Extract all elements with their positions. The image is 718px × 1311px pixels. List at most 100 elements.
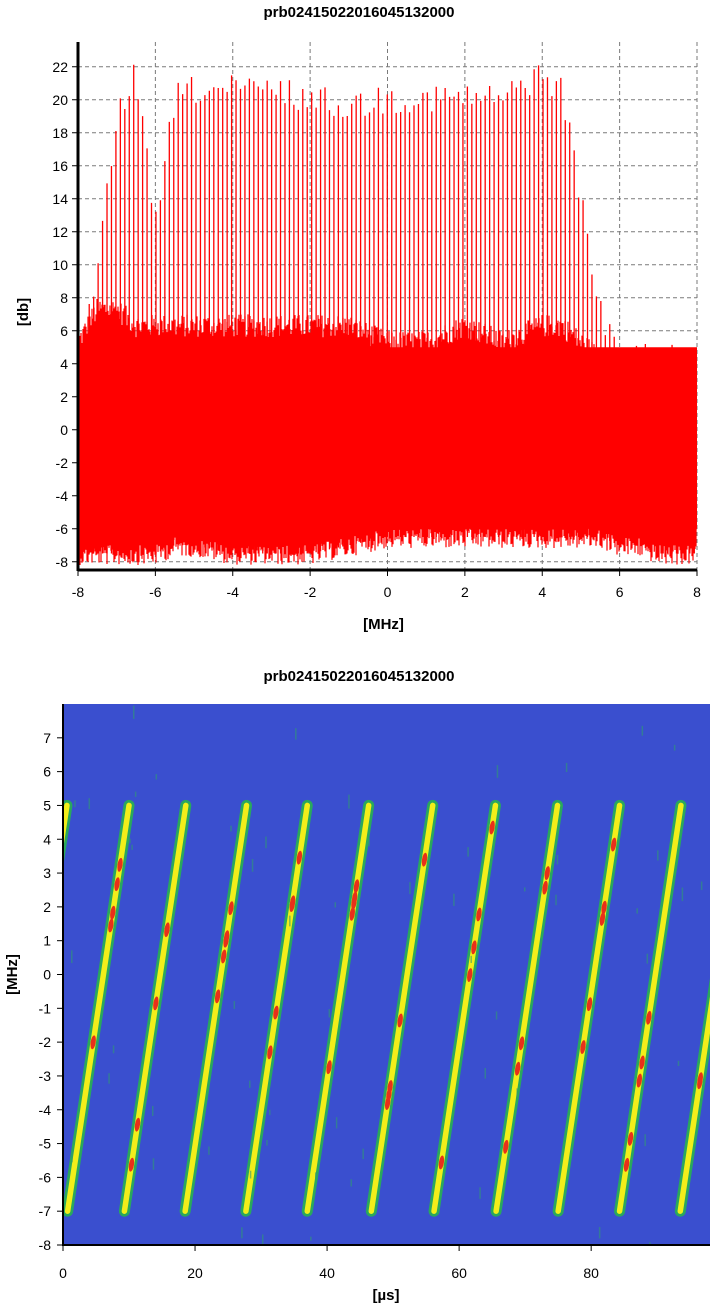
x-tick-label: 20 (187, 1265, 203, 1281)
sweep-hotspot (228, 901, 234, 916)
sweep-hotspot (128, 1157, 135, 1172)
y-tick-label: 5 (43, 797, 51, 813)
sweep-hotspot (467, 968, 473, 982)
noise-speck (152, 1158, 155, 1170)
x-tick-label: 60 (451, 1265, 467, 1281)
sweep-hotspot (636, 1073, 643, 1088)
noise-speck (641, 725, 644, 736)
noise-speck (470, 955, 472, 963)
y-tick-label: 3 (43, 865, 51, 881)
noise-speck (230, 825, 232, 832)
y-tick-label: 2 (60, 389, 68, 405)
sweep-hotspot (353, 879, 360, 894)
y-tick-label: 22 (52, 59, 68, 75)
noise-speck (88, 798, 91, 810)
x-tick-label: 40 (319, 1265, 335, 1281)
noise-speck (495, 1011, 498, 1020)
sweep-core (431, 802, 499, 1214)
noise-speck (673, 744, 676, 751)
y-tick-label: -8 (56, 554, 69, 570)
sweep-hotspot (90, 1035, 96, 1050)
noise-speck (132, 705, 135, 719)
noise-speck (657, 850, 659, 861)
sweep-hotspot (351, 891, 358, 906)
y-tick-label: 14 (52, 191, 68, 207)
sweep-hotspot (471, 940, 477, 955)
noise-speck (334, 902, 337, 908)
y-tick-label: -1 (39, 1000, 52, 1016)
sweep-hotspot (153, 996, 159, 1011)
noise-speck (208, 1146, 210, 1155)
noise-speck (295, 728, 297, 740)
y-tick-label: -4 (56, 488, 69, 504)
sweep-hotspot (610, 837, 617, 852)
spectrum-chart: -8 -6 -4 -2 0 2 4 6 8 -8 -6 -4 -2 0 2 4 6 8 10 12 14 16 18 20 22… (15, 42, 701, 633)
y-tick-label: -6 (39, 1169, 52, 1185)
y-tick-label: 0 (60, 422, 68, 438)
noise-speck (71, 1148, 73, 1163)
noise-speck (556, 854, 559, 865)
sweep-hotspot (214, 989, 221, 1004)
noise-speck (350, 1179, 352, 1187)
chart-2-title: prb02415022016045132000 (263, 668, 455, 685)
noise-speck (251, 859, 254, 872)
sweep-hotspot (599, 911, 606, 926)
noise-speck (335, 1117, 338, 1129)
x-tick-label: 80 (583, 1265, 599, 1281)
y-tick-label: 18 (52, 125, 68, 141)
y-tick-label: 8 (60, 290, 68, 306)
sweep-hotspot (544, 866, 550, 880)
noise-speck (131, 844, 133, 850)
sweep-hotspot (503, 1139, 509, 1154)
noise-speck (368, 838, 370, 847)
noise-speck (700, 881, 703, 891)
sweep-hotspot (542, 880, 548, 895)
y-axis-label: [db] (15, 298, 32, 326)
noise-speck (598, 1226, 601, 1239)
sweep-hotspot (627, 1131, 634, 1146)
y-tick-label: -6 (56, 521, 69, 537)
noise-speck (555, 894, 557, 906)
sweep-hotspot (53, 869, 60, 884)
y-tick-label: 0 (43, 967, 51, 983)
noise-speck (539, 938, 542, 947)
y-axis-label: [MHz] (4, 954, 21, 995)
y-tick-label: -5 (39, 1136, 52, 1152)
sweep-hotspot (108, 918, 114, 933)
y-tick-label: 2 (43, 899, 51, 915)
sweep-traces (53, 705, 710, 1245)
x-axis-label: [µs] (373, 1287, 400, 1304)
sweep-hotspot (697, 1075, 703, 1090)
y-tick-label: 16 (52, 158, 68, 174)
x-tick-label: 8 (693, 584, 701, 600)
noise-speck (74, 800, 76, 808)
noise-speck (409, 882, 411, 895)
noise-speck (644, 1134, 646, 1147)
noise-speck (310, 1236, 312, 1241)
y-tick-label: -4 (39, 1102, 52, 1118)
sweep-hotspot (518, 1036, 525, 1051)
noise-speck (677, 1060, 680, 1067)
noise-speck (249, 1170, 252, 1179)
sweep-hotspot (223, 933, 229, 948)
noise-speck (108, 1073, 110, 1084)
noise-speck (241, 1227, 243, 1239)
sweep-core (677, 996, 710, 1214)
noise-speck (646, 953, 649, 964)
x-tick-label: -4 (227, 584, 240, 600)
sweep-hotspot (221, 949, 227, 964)
y-tick-label: 7 (43, 730, 51, 746)
noise-speck (151, 1105, 154, 1116)
y-tick-label: 6 (43, 764, 51, 780)
noise-speck (261, 1234, 264, 1245)
y-tick-label: 12 (52, 224, 68, 240)
x-tick-label: 4 (538, 584, 546, 600)
chart-1-title: prb02415022016045132000 (263, 4, 455, 21)
plot-background (63, 704, 710, 1245)
x-tick-label: -8 (72, 584, 85, 600)
y-tick-label: -8 (39, 1237, 52, 1253)
noise-speck (516, 1088, 518, 1098)
noise-speck (479, 1187, 481, 1199)
sweep-hotspot (117, 857, 123, 872)
